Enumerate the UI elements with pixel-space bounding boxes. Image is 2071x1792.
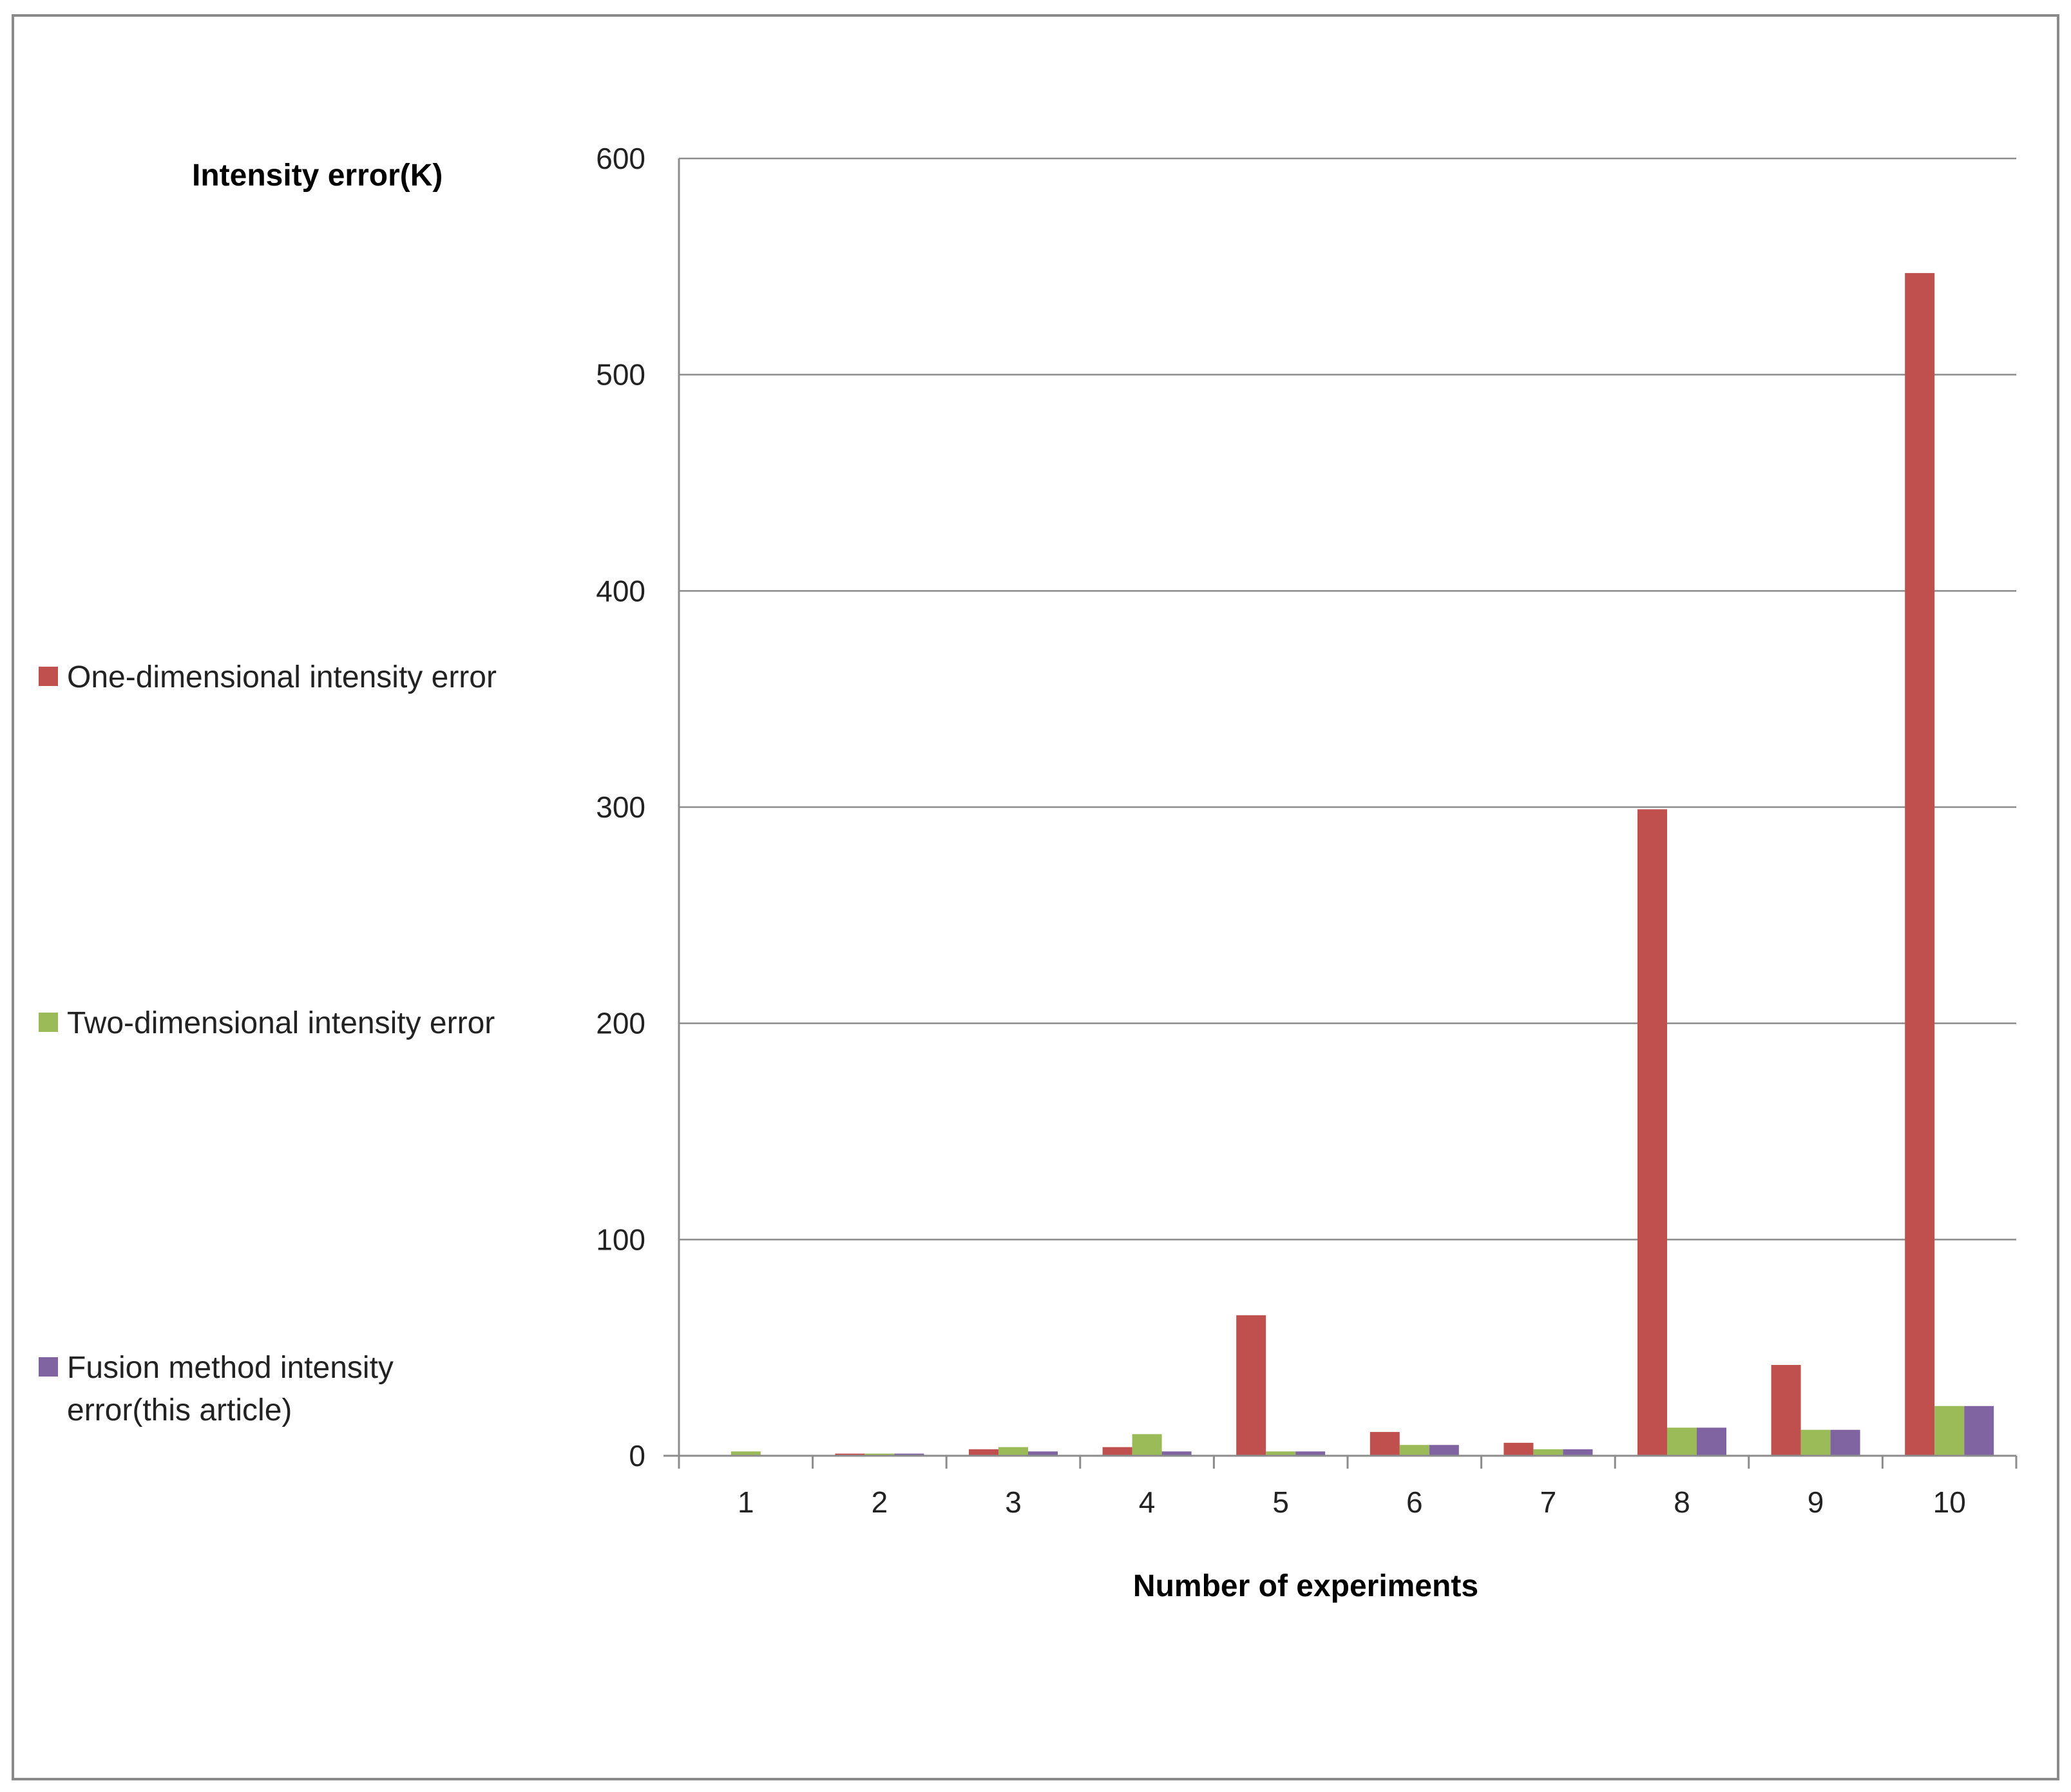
legend-item-two-dimensional: Two-dimensional intensity error [39, 1006, 495, 1040]
x-tick-label: 1 [738, 1485, 754, 1519]
bar-series-2-2 [864, 1453, 895, 1456]
bar-series-2-1 [730, 1451, 761, 1456]
x-tick-labels: 1 2 3 4 5 6 7 8 9 10 [738, 1485, 1966, 1519]
legend-swatch-two-dimensional [39, 1013, 58, 1032]
gridlines [679, 157, 2016, 1241]
bar-series-3-7 [1563, 1449, 1593, 1456]
bar-series-3-6 [1429, 1445, 1459, 1456]
legend-label-one-dimensional: One-dimensional intensity error [67, 660, 497, 694]
y-tick-label: 500 [596, 358, 645, 392]
x-tick-label: 9 [1808, 1485, 1824, 1519]
bar-series-3-9 [1830, 1429, 1860, 1456]
x-tick-label: 3 [1005, 1485, 1022, 1519]
legend-item-one-dimensional: One-dimensional intensity error [39, 660, 497, 694]
x-tick-label: 7 [1540, 1485, 1557, 1519]
legend-label-fusion-method-line-2: error(this article) [67, 1393, 292, 1427]
bar-series-2-9 [1800, 1429, 1831, 1456]
bar-series-1-4 [1102, 1447, 1132, 1456]
y-tick-label: 0 [629, 1439, 645, 1473]
x-tick-label: 10 [1933, 1485, 1966, 1519]
bar-series-1-10 [1905, 272, 1935, 1456]
x-tick-label: 8 [1674, 1485, 1690, 1519]
bar-series-1-7 [1503, 1442, 1534, 1456]
bar-series-2-10 [1934, 1406, 1965, 1456]
bar-series-2-7 [1533, 1449, 1563, 1456]
y-axis-title: Intensity error(K) [192, 158, 443, 193]
x-tick-label: 4 [1139, 1485, 1156, 1519]
bar-series-3-8 [1697, 1427, 1726, 1456]
legend-swatch-one-dimensional [39, 667, 58, 686]
bar-series-1-5 [1236, 1315, 1266, 1456]
bar-series-1-3 [969, 1449, 998, 1456]
chart-frame [12, 14, 2059, 1780]
legend-label-two-dimensional: Two-dimensional intensity error [67, 1006, 495, 1040]
bar-series-1-6 [1370, 1432, 1400, 1456]
legend-item-fusion-method: Fusion method intensity error(this artic… [39, 1351, 394, 1427]
bar-series-3-4 [1161, 1451, 1192, 1456]
x-tick-label: 2 [872, 1485, 888, 1519]
y-tick-label: 600 [596, 142, 645, 175]
y-tick-label: 200 [596, 1007, 645, 1040]
y-tick-labels: 0 100 200 300 400 500 600 [596, 142, 645, 1473]
legend-label-fusion-method-line-1: Fusion method intensity [67, 1351, 394, 1385]
bar-series-2-6 [1399, 1445, 1429, 1456]
y-tick-label: 100 [596, 1223, 645, 1256]
bar-series-2-8 [1667, 1427, 1697, 1456]
bar-series-1-9 [1771, 1365, 1801, 1456]
x-tick-label: 6 [1406, 1485, 1423, 1519]
bar-series-3-3 [1028, 1451, 1058, 1456]
bars [730, 272, 1994, 1456]
x-axis-title: Number of experiments [1133, 1569, 1478, 1603]
x-tick-label: 5 [1272, 1485, 1289, 1519]
y-tick-label: 300 [596, 790, 645, 824]
legend-swatch-fusion-method [39, 1357, 58, 1377]
bar-series-2-4 [1132, 1434, 1162, 1456]
bar-series-3-2 [894, 1453, 924, 1456]
bar-series-3-10 [1964, 1406, 1994, 1456]
bar-series-2-3 [998, 1447, 1028, 1456]
bar-series-1-8 [1637, 809, 1667, 1456]
bar-series-1-2 [835, 1453, 865, 1456]
legend: One-dimensional intensity error Two-dime… [39, 660, 497, 1427]
bar-series-3-5 [1295, 1451, 1326, 1456]
axes [663, 158, 2018, 1469]
bar-series-2-5 [1266, 1451, 1296, 1456]
y-tick-label: 400 [596, 574, 645, 607]
